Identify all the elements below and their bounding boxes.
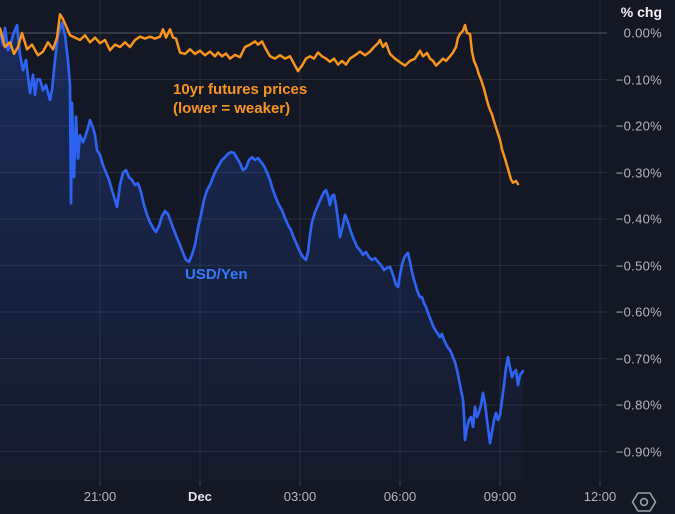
usd-yen-line [0,21,525,445]
y-axis-label: −0.50% [615,258,662,273]
y-axis-label: 0.00% [623,25,662,41]
y-axis-label: −0.80% [615,397,662,413]
x-axis-label: 21:00 [83,489,117,504]
usdyen-annotation: USD/Yen [185,266,248,283]
futures-10yr-line [0,13,520,186]
y-axis-label: −0.30% [615,165,662,180]
axis-ticks [99,481,601,486]
y-axis-label: −0.90% [615,444,662,459]
x-axis-label: Dec [188,489,212,504]
usd-yen-area [0,22,523,482]
y-axis-label: −0.40% [615,211,662,227]
x-axis-label: 09:00 [483,489,517,504]
y-axis-label: −0.10% [615,72,662,87]
x-axis-label: 03:00 [283,489,317,504]
futures-annotation-line1: 10yr futures prices [173,81,308,98]
futures-annotation: 10yr futures prices (lower = weaker) [173,80,307,118]
y-axis[interactable]: 0.00% −0.10% −0.20% −0.30% −0.40% −0.50% −0.60… [600,0,675,481]
x-axis-label: 06:00 [383,489,417,504]
y-axis-label: −0.20% [615,118,662,134]
y-axis-label: −0.60% [615,304,662,320]
y-axis-label: −0.70% [615,351,662,366]
y-axis-title: % chg [620,4,662,20]
x-axis[interactable]: 21:00 Dec 03:00 06:00 09:00 12:00 [0,481,617,514]
futures-annotation-line2: (lower = weaker) [173,100,291,117]
series-layer [0,13,525,482]
settings-icon[interactable] [631,491,657,513]
x-axis-label: 12:00 [583,489,617,504]
